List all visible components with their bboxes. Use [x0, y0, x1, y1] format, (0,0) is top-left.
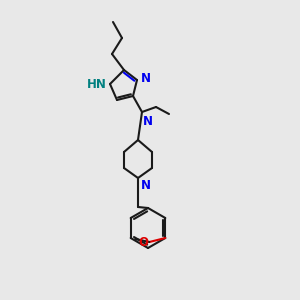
Text: N: N: [141, 73, 151, 85]
Text: N: N: [141, 179, 151, 192]
Text: N: N: [143, 115, 153, 128]
Text: HN: HN: [87, 77, 107, 91]
Text: O: O: [138, 236, 148, 248]
